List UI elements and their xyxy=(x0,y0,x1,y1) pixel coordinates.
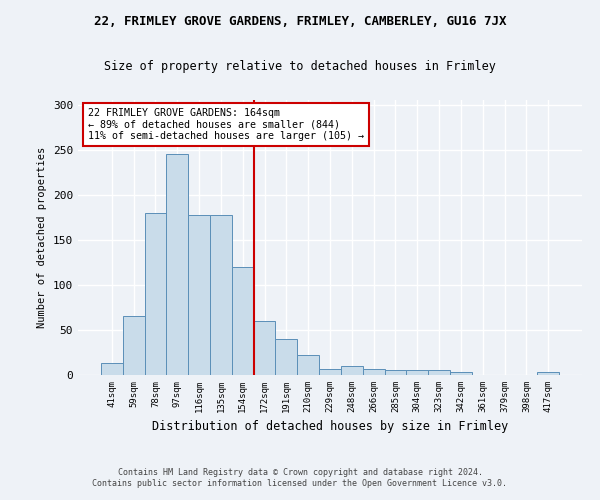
Text: 22 FRIMLEY GROVE GARDENS: 164sqm
← 89% of detached houses are smaller (844)
11% : 22 FRIMLEY GROVE GARDENS: 164sqm ← 89% o… xyxy=(88,108,364,142)
Bar xyxy=(385,370,406,375)
Bar xyxy=(101,364,123,375)
X-axis label: Distribution of detached houses by size in Frimley: Distribution of detached houses by size … xyxy=(152,420,508,434)
Bar xyxy=(537,372,559,375)
Bar xyxy=(406,370,428,375)
Bar xyxy=(275,339,297,375)
Bar xyxy=(145,212,166,375)
Bar xyxy=(428,370,450,375)
Bar xyxy=(232,267,254,375)
Bar xyxy=(210,214,232,375)
Bar xyxy=(188,214,210,375)
Bar xyxy=(363,368,385,375)
Bar xyxy=(254,321,275,375)
Bar xyxy=(123,316,145,375)
Bar xyxy=(450,372,472,375)
Text: 22, FRIMLEY GROVE GARDENS, FRIMLEY, CAMBERLEY, GU16 7JX: 22, FRIMLEY GROVE GARDENS, FRIMLEY, CAMB… xyxy=(94,15,506,28)
Bar xyxy=(297,355,319,375)
Text: Contains HM Land Registry data © Crown copyright and database right 2024.
Contai: Contains HM Land Registry data © Crown c… xyxy=(92,468,508,487)
Bar xyxy=(166,154,188,375)
Bar xyxy=(319,368,341,375)
Y-axis label: Number of detached properties: Number of detached properties xyxy=(37,147,47,328)
Bar xyxy=(341,366,363,375)
Text: Size of property relative to detached houses in Frimley: Size of property relative to detached ho… xyxy=(104,60,496,73)
